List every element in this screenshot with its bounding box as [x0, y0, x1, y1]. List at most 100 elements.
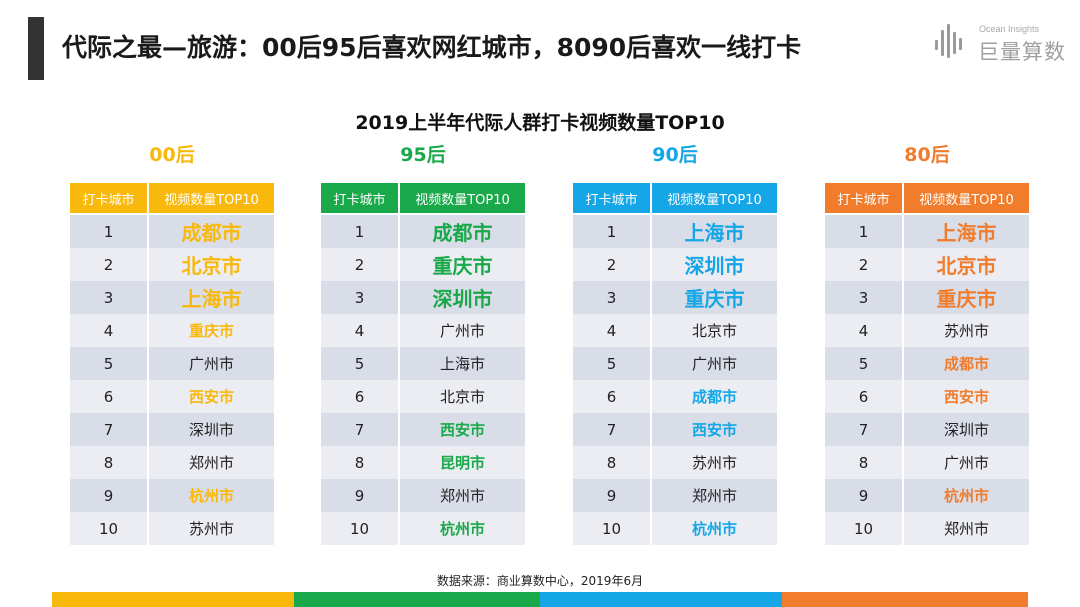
table-row: 10 杭州市: [573, 512, 777, 545]
table-row: 8 苏州市: [573, 446, 777, 479]
rank-cell: 10: [70, 512, 147, 545]
city-cell: 郑州市: [652, 479, 777, 512]
city-name: 深圳市: [432, 287, 493, 311]
city-cell: 北京市: [904, 248, 1029, 281]
city-cell: 苏州市: [149, 512, 274, 545]
page-title: 代际之最—旅游：00后95后喜欢网红城市，8090后喜欢一线打卡: [62, 33, 802, 62]
rank-cell: 6: [825, 380, 902, 413]
city-name: 西安市: [439, 421, 485, 439]
city-name: 杭州市: [691, 520, 737, 538]
table-row: 4 苏州市: [825, 314, 1029, 347]
city-name: 昆明市: [439, 454, 485, 472]
logo-bars-icon: [932, 24, 970, 62]
rank-cell: 4: [321, 314, 398, 347]
city-cell: 西安市: [400, 413, 525, 446]
city-cell: 北京市: [400, 380, 525, 413]
city-cell: 杭州市: [904, 479, 1029, 512]
city-cell: 北京市: [149, 248, 274, 281]
city-cell: 杭州市: [652, 512, 777, 545]
rank-cell: 6: [573, 380, 650, 413]
rank-cell: 9: [573, 479, 650, 512]
city-cell: 重庆市: [149, 314, 274, 347]
table-header: 打卡城市 视频数量TOP10: [825, 183, 1029, 213]
table-header: 打卡城市 视频数量TOP10: [321, 183, 525, 213]
city-name: 郑州市: [439, 487, 485, 505]
city-cell: 上海市: [400, 347, 525, 380]
rank-cell: 1: [321, 215, 398, 248]
city-name: 重庆市: [684, 287, 745, 311]
rank-cell: 5: [825, 347, 902, 380]
city-cell: 北京市: [652, 314, 777, 347]
rank-cell: 1: [825, 215, 902, 248]
table-row: 7 西安市: [573, 413, 777, 446]
table-row: 3 深圳市: [321, 281, 525, 314]
city-cell: 广州市: [149, 347, 274, 380]
city-name: 广州市: [691, 355, 737, 373]
table-row: 3 重庆市: [825, 281, 1029, 314]
rank-cell: 2: [70, 248, 147, 281]
table-row: 5 广州市: [70, 347, 274, 380]
rank-cell: 6: [321, 380, 398, 413]
ocean-insights-logo: Ocean Insights 巨量算数: [932, 22, 1072, 66]
city-name: 深圳市: [684, 254, 745, 278]
group-name: 95后: [400, 144, 446, 166]
table-row: 5 广州市: [573, 347, 777, 380]
bottom-bar-segment-90: [540, 592, 782, 607]
rank-cell: 3: [321, 281, 398, 314]
bottom-bar-segment-95: [294, 592, 540, 607]
city-name: 重庆市: [188, 322, 234, 340]
city-name: 西安市: [188, 388, 234, 406]
city-name: 重庆市: [432, 254, 493, 278]
table-header: 打卡城市 视频数量TOP10: [573, 183, 777, 213]
bottom-bar-segment-00: [52, 592, 294, 607]
table-row: 4 重庆市: [70, 314, 274, 347]
city-name: 广州市: [439, 322, 485, 340]
bottom-color-bar: [52, 592, 1028, 607]
group-name: 00后: [149, 144, 195, 166]
bottom-bar-segment-80: [782, 592, 1028, 607]
city-name: 成都市: [181, 221, 242, 245]
table-row: 3 重庆市: [573, 281, 777, 314]
table-row: 9 郑州市: [573, 479, 777, 512]
city-cell: 杭州市: [149, 479, 274, 512]
table-row: 10 郑州市: [825, 512, 1029, 545]
city-cell: 深圳市: [652, 248, 777, 281]
city-name: 上海市: [936, 221, 997, 245]
city-name: 成都市: [943, 355, 989, 373]
table-row: 6 西安市: [825, 380, 1029, 413]
table-row: 6 西安市: [70, 380, 274, 413]
data-source: 数据来源：商业算数中心，2019年6月: [436, 574, 644, 588]
table-row: 7 西安市: [321, 413, 525, 446]
rank-cell: 3: [573, 281, 650, 314]
city-name: 郑州市: [943, 520, 989, 538]
city-name: 广州市: [943, 454, 989, 472]
table-row: 5 上海市: [321, 347, 525, 380]
rank-cell: 7: [825, 413, 902, 446]
city-cell: 杭州市: [400, 512, 525, 545]
city-cell: 重庆市: [652, 281, 777, 314]
table-row: 1 成都市: [321, 215, 525, 248]
city-cell: 上海市: [904, 215, 1029, 248]
title-accent-bar: [28, 17, 44, 80]
table-row: 1 上海市: [573, 215, 777, 248]
table-row: 7 深圳市: [70, 413, 274, 446]
rank-cell: 2: [573, 248, 650, 281]
rank-cell: 7: [321, 413, 398, 446]
header-video-count: 视频数量TOP10: [904, 183, 1029, 213]
table-row: 9 郑州市: [321, 479, 525, 512]
rank-cell: 5: [321, 347, 398, 380]
table-header: 打卡城市 视频数量TOP10: [70, 183, 274, 213]
ranking-table: 打卡城市 视频数量TOP10 1 上海市 2 北京市 3 重庆市 4 苏州市 5 成都市 6 西安市 7 深圳…: [825, 183, 1029, 545]
city-name: 北京市: [936, 254, 997, 278]
table-row: 8 昆明市: [321, 446, 525, 479]
city-name: 苏州市: [188, 520, 234, 538]
header-city: 打卡城市: [825, 183, 902, 213]
rank-cell: 5: [70, 347, 147, 380]
header-video-count: 视频数量TOP10: [652, 183, 777, 213]
rank-cell: 8: [321, 446, 398, 479]
rank-cell: 2: [321, 248, 398, 281]
city-name: 上海市: [181, 287, 242, 311]
rank-cell: 4: [70, 314, 147, 347]
city-name: 成都市: [432, 221, 493, 245]
city-name: 苏州市: [943, 322, 989, 340]
